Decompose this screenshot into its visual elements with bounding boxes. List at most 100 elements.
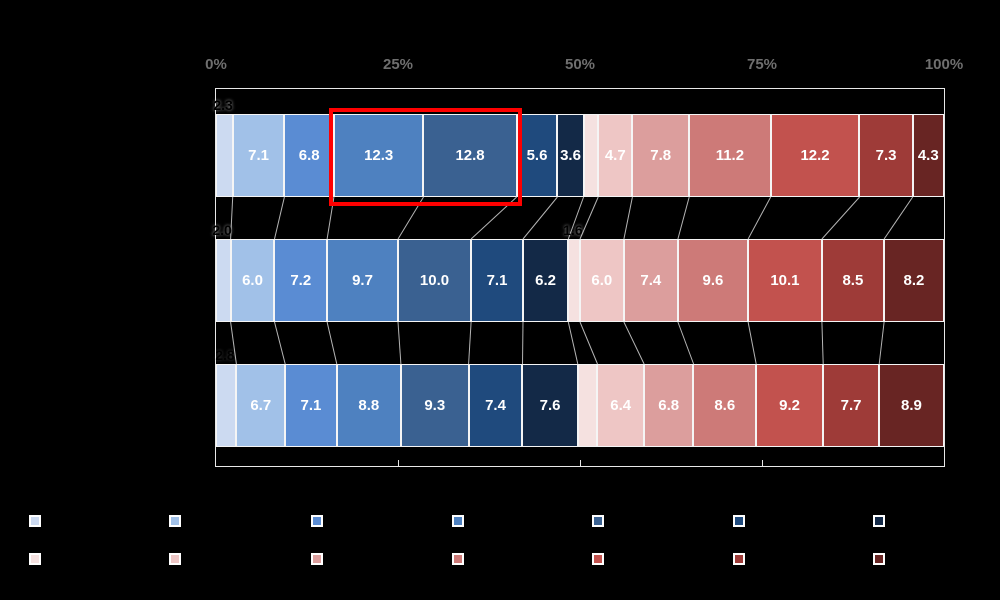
- bar-segment[interactable]: 12.2: [770, 114, 860, 197]
- axis-tick-mark: [398, 460, 399, 466]
- segment-value-label: 6.8: [298, 147, 320, 164]
- bar-segment[interactable]: 10.0: [397, 239, 472, 322]
- bar-segment[interactable]: [583, 114, 599, 197]
- bar-segment[interactable]: 9.6: [677, 239, 749, 322]
- bar-segment[interactable]: [216, 364, 237, 447]
- bar-segment[interactable]: 8.5: [821, 239, 884, 322]
- bar-segment[interactable]: 7.4: [468, 364, 523, 447]
- bar-segment[interactable]: 7.8: [632, 114, 690, 197]
- plot-area: 0% 25% 50% 75% 100% 2.3 7.1 6.8 12.3 12.8 5.6…: [205, 56, 963, 467]
- bar-segment[interactable]: 7.4: [623, 239, 678, 322]
- segment-value-label: 8.6: [714, 397, 736, 414]
- segment-value-label: 4.7: [604, 147, 626, 164]
- axis-tick-label: 75%: [746, 56, 778, 73]
- bar-segment[interactable]: 3.6: [557, 114, 584, 197]
- segment-value-label: 7.1: [248, 147, 269, 164]
- axis-tick-mark: [580, 460, 581, 466]
- segment-value-label: 7.1: [300, 397, 322, 414]
- legend-swatch[interactable]: [311, 515, 323, 527]
- bar-segment[interactable]: 4.7: [598, 114, 633, 197]
- bar-segment[interactable]: 7.2: [274, 239, 328, 322]
- connector-lines: [230, 196, 914, 365]
- segment-value-label: 7.6: [539, 397, 561, 414]
- segment-value-label: 6.2: [535, 272, 557, 289]
- legend-swatch[interactable]: [873, 515, 885, 527]
- bar-segment[interactable]: 10.1: [748, 239, 822, 322]
- segment-value-label: 9.6: [702, 272, 724, 289]
- legend-swatch[interactable]: [733, 553, 745, 565]
- segment-value-label: 10.1: [770, 272, 800, 289]
- bar-segment[interactable]: 6.0: [579, 239, 624, 322]
- segment-value-label: 6.0: [242, 272, 263, 289]
- bar-segment[interactable]: 8.6: [693, 364, 757, 447]
- bar-segment[interactable]: 4.3: [912, 114, 944, 197]
- bar-segment[interactable]: 7.1: [471, 239, 523, 322]
- bar-segment[interactable]: 7.6: [522, 364, 578, 447]
- outside-value-label: 2.0: [212, 222, 232, 238]
- segment-value-label: 9.7: [352, 272, 373, 289]
- bar-segment[interactable]: 6.4: [597, 364, 644, 447]
- bar-segment[interactable]: 7.7: [823, 364, 880, 447]
- bar-segment[interactable]: 12.8: [423, 114, 517, 197]
- segment-value-label: 8.2: [903, 272, 925, 289]
- outside-value-label: 1.6: [563, 222, 583, 238]
- legend-swatch[interactable]: [873, 553, 885, 565]
- segment-value-label: 7.2: [290, 272, 312, 289]
- bar-segment[interactable]: 8.9: [879, 364, 944, 447]
- bar-segment[interactable]: 8.2: [883, 239, 944, 322]
- legend-swatch[interactable]: [733, 515, 745, 527]
- segment-value-label: 8.8: [358, 397, 380, 414]
- axis-tick-label: 100%: [924, 56, 964, 73]
- bar-segment[interactable]: 7.3: [859, 114, 913, 197]
- bar-segment[interactable]: 7.1: [232, 114, 285, 197]
- segment-value-label: 6.4: [610, 397, 632, 414]
- legend-swatch[interactable]: [592, 515, 604, 527]
- bar-segment[interactable]: 6.8: [643, 364, 694, 447]
- segment-value-label: 7.1: [486, 272, 508, 289]
- legend-swatch[interactable]: [452, 553, 464, 565]
- segment-value-label: 7.3: [875, 147, 897, 164]
- axis-tick-label: 50%: [564, 56, 596, 73]
- legend-swatch[interactable]: [29, 515, 41, 527]
- legend-swatch[interactable]: [169, 515, 181, 527]
- segment-value-label: 9.2: [779, 397, 800, 414]
- segment-value-label: 9.3: [424, 397, 446, 414]
- segment-value-label: 7.7: [840, 397, 862, 414]
- bar-segment[interactable]: 9.7: [327, 239, 398, 322]
- bar-segment[interactable]: [568, 239, 580, 322]
- bar-segment[interactable]: 6.0: [230, 239, 275, 322]
- bar-segment[interactable]: [216, 114, 233, 197]
- legend-swatch[interactable]: [592, 553, 604, 565]
- segment-value-label: 5.6: [526, 147, 548, 164]
- segment-value-label: 3.6: [560, 147, 581, 164]
- bar-segment[interactable]: 11.2: [689, 114, 771, 197]
- legend-swatch[interactable]: [169, 553, 181, 565]
- bar-segment[interactable]: [577, 364, 598, 447]
- segment-value-label: 12.3: [364, 147, 394, 164]
- legend-swatch[interactable]: [311, 553, 323, 565]
- segment-value-label: 4.3: [917, 147, 939, 164]
- segment-value-label: 8.9: [901, 397, 922, 414]
- bar-segment[interactable]: 8.8: [336, 364, 401, 447]
- bar-row: 7.1 6.8 12.3 12.8 5.6 3.6 4.7 7.8 11.2 12.2 7.3 4.3: [216, 114, 944, 197]
- bar-segment[interactable]: 6.8: [284, 114, 334, 197]
- bar-segment[interactable]: 6.7: [236, 364, 286, 447]
- legend-swatch[interactable]: [452, 515, 464, 527]
- bar-segment[interactable]: [216, 239, 231, 322]
- legend-swatch[interactable]: [29, 553, 41, 565]
- bar-segment[interactable]: 5.6: [516, 114, 558, 197]
- segment-value-label: 6.0: [591, 272, 613, 289]
- bar-segment[interactable]: 7.1: [285, 364, 337, 447]
- segment-value-label: 6.7: [250, 397, 272, 414]
- bar-segment[interactable]: 6.2: [522, 239, 569, 322]
- bar-segment[interactable]: 12.3: [333, 114, 424, 197]
- segment-value-label: 6.8: [658, 397, 680, 414]
- bar-segment[interactable]: 9.2: [756, 364, 824, 447]
- segment-value-label: 7.4: [640, 272, 662, 289]
- bar-segment[interactable]: 9.3: [400, 364, 469, 447]
- segment-value-label: 11.2: [715, 147, 745, 164]
- outside-value-label: 2.3: [213, 97, 233, 113]
- segment-value-label: 7.4: [485, 397, 506, 414]
